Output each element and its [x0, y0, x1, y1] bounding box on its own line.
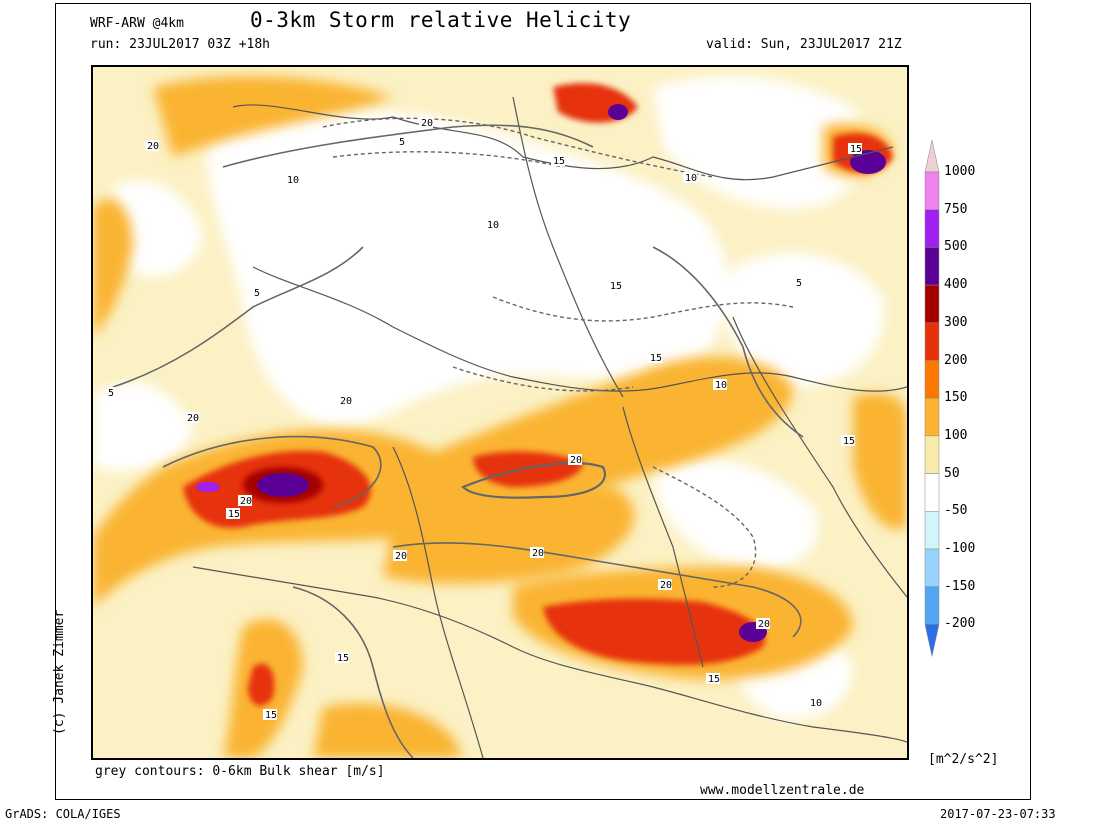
- contour-label: 20: [660, 580, 672, 591]
- website-label: www.modellzentrale.de: [700, 783, 865, 798]
- colorbar-swatch: [924, 284, 940, 324]
- contour-label: 20: [187, 413, 199, 424]
- colorbar-tick-label: -150: [944, 578, 976, 594]
- colorbar-swatch: [924, 397, 940, 437]
- bulk-shear-dashed-contours: [322, 117, 794, 588]
- map-svg: 20 20 5 10 15 10 15 10 15 15 20 20 20 15…: [93, 76, 907, 758]
- contour-label: 5: [399, 137, 405, 148]
- colorbar-tick-label: 750: [944, 201, 968, 217]
- contour-label: 5: [108, 388, 114, 399]
- contour-label: 10: [810, 698, 822, 709]
- colorbar-swatch: [924, 586, 940, 625]
- contour-label: 15: [610, 281, 622, 292]
- colorbar-tick-label: 100: [944, 427, 968, 443]
- contour-label: 20: [340, 396, 352, 407]
- contour-label: 20: [570, 455, 582, 466]
- contour-label: 20: [758, 619, 770, 630]
- contour-label: 10: [287, 175, 299, 186]
- colorbar-bottom-arrow: [924, 624, 940, 657]
- bulk-shear-contours: [112, 124, 804, 758]
- colorbar-unit: [m^2/s^2]: [928, 752, 999, 767]
- contour-label: 20: [240, 496, 252, 507]
- helicity-map: 20 20 5 10 15 10 15 10 15 15 20 20 20 15…: [91, 65, 909, 760]
- contour-labels: 20 20 5 10 15 10 15 10 15 15 20 20 20 15…: [107, 117, 862, 721]
- colorbar-tick-label: 300: [944, 314, 968, 330]
- contour-label: 15: [850, 144, 862, 155]
- colorbar-tick-label: 200: [944, 352, 968, 368]
- timestamp-label: 2017-07-23-07:33: [940, 807, 1056, 821]
- contour-label: 20: [532, 548, 544, 559]
- contour-label: 15: [228, 509, 240, 520]
- valid-label: valid: Sun, 23JUL2017 21Z: [706, 37, 902, 52]
- map-title: 0-3km Storm relative Helicity: [250, 8, 632, 32]
- author-credit: (c) Janek Zimmer: [52, 609, 67, 735]
- colorbar-swatch: [924, 322, 940, 361]
- colorbar-tick-label: 400: [944, 277, 968, 293]
- contour-label: 20: [421, 118, 433, 129]
- colorbar-svg: [924, 140, 940, 657]
- colorbar-swatch: [924, 171, 940, 210]
- colorbar-tick-label: -50: [944, 503, 968, 519]
- contour-label: 20: [147, 141, 159, 152]
- colorbar-swatch: [924, 209, 940, 248]
- contour-label: 15: [843, 436, 855, 447]
- colorbar-tick-label: 50: [944, 465, 960, 481]
- colorbar-tick-label: 500: [944, 239, 968, 255]
- colorbar-swatch: [924, 473, 940, 512]
- contour-label: 15: [265, 710, 277, 721]
- contour-label: 15: [650, 353, 662, 364]
- contour-label: 20: [395, 551, 407, 562]
- colorbar-tick-label: -200: [944, 616, 976, 632]
- colorbar-swatch: [924, 435, 940, 474]
- contour-label: 5: [796, 278, 802, 289]
- contour-label: 5: [254, 288, 260, 299]
- colorbar-tick-label: 150: [944, 390, 968, 406]
- grads-label: GrADS: COLA/IGES: [5, 807, 121, 821]
- contour-label: 10: [715, 380, 727, 391]
- contours-note: grey contours: 0-6km Bulk shear [m/s]: [95, 764, 385, 779]
- colorbar-swatch: [924, 548, 940, 587]
- colorbar-top-arrow: [924, 140, 940, 173]
- colorbar-swatch: [924, 360, 940, 399]
- run-label: run: 23JUL2017 03Z +18h: [90, 37, 271, 52]
- colorbar-tick-label: 1000: [944, 164, 976, 179]
- colorbar-swatch: [924, 247, 940, 286]
- contour-label: 15: [708, 674, 720, 685]
- contour-label: 15: [337, 653, 349, 664]
- country-borders: [192, 96, 907, 758]
- colorbar-tick-label: -100: [944, 541, 976, 556]
- contour-label: 10: [487, 220, 499, 231]
- model-label: WRF-ARW @4km: [90, 16, 184, 31]
- contour-label: 10: [685, 173, 697, 184]
- colorbar-swatch: [924, 511, 940, 550]
- low-helicity-areas: [93, 76, 885, 720]
- contour-label: 15: [553, 156, 565, 167]
